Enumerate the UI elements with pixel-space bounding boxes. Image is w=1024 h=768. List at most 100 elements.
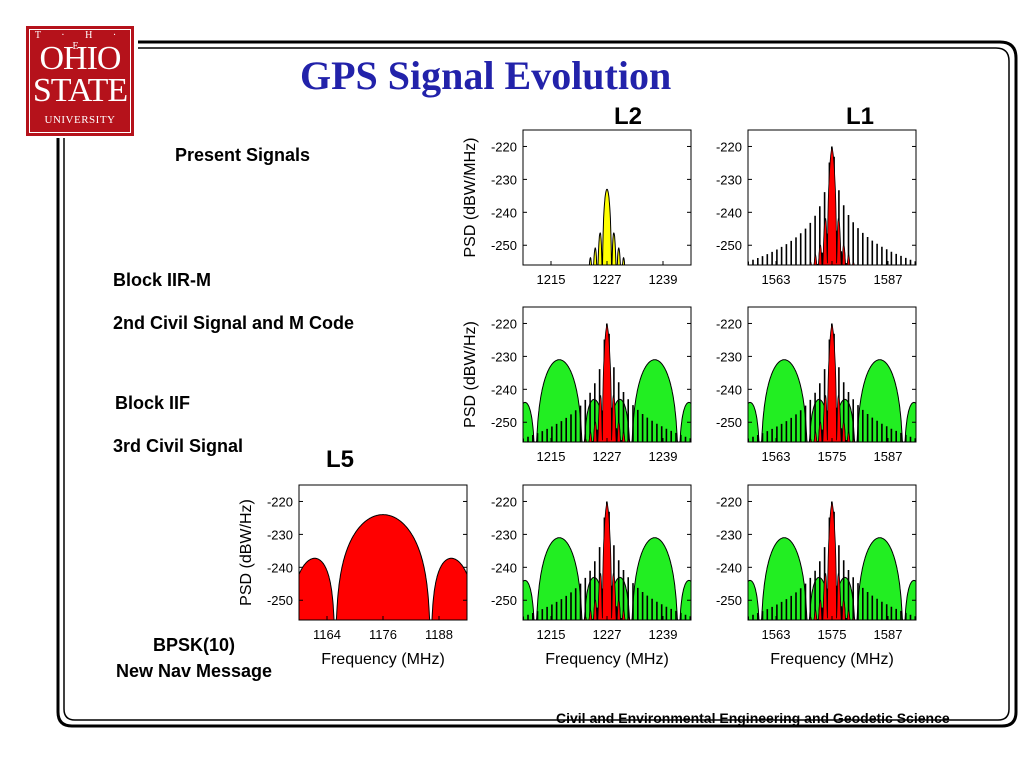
y-tick-label: -230 — [716, 349, 742, 364]
y-tick-label: -230 — [491, 172, 517, 187]
x-tick-label: 1227 — [593, 272, 622, 287]
y-tick-label: -250 — [267, 593, 293, 608]
chart-present-l1: -220 -230 -240 -250 1563 1575 1587 — [716, 129, 917, 287]
y-tick-label: -240 — [491, 382, 517, 397]
x-axis-label: Frequency (MHz) — [545, 651, 669, 668]
plot-area — [299, 514, 467, 620]
plot-area — [523, 501, 691, 620]
x-tick-label: 1188 — [425, 627, 453, 642]
series-peak-red — [748, 501, 916, 620]
x-tick-label: 1164 — [313, 627, 341, 642]
logo-ohio: OHIO — [39, 40, 122, 77]
y-tick-label: -240 — [491, 205, 517, 220]
chart-present-l2: -220 -230 -240 -250 1215 1227 1239 PSD (dBW/MHz… — [462, 129, 692, 287]
logo-border — [29, 29, 131, 133]
y-tick-label: -230 — [267, 527, 293, 542]
y-tick-label: -220 — [491, 494, 517, 509]
x-tick-label: 1215 — [537, 272, 566, 287]
y-axis-label: PSD (dBW/Hz) — [462, 321, 479, 428]
x-tick-label: 1215 — [537, 449, 566, 464]
caption-line-2: New Nav Message — [115, 661, 273, 681]
x-tick-label: 1215 — [537, 627, 566, 642]
y-tick-label: -240 — [267, 560, 293, 575]
logo-the: T · H · E — [34, 30, 126, 52]
series-red-0 — [299, 514, 467, 620]
y-tick-label: -230 — [716, 172, 742, 187]
plot-area — [748, 146, 916, 265]
series-green-0 — [523, 537, 691, 620]
y-tick-label: -220 — [491, 139, 517, 154]
series-peak-red — [523, 323, 691, 442]
y-tick-label: -240 — [716, 560, 742, 575]
chart-iif-l5: -220 -230 -240 -250 1164 1176 1188 PSD (dBW/Hz)… — [238, 484, 468, 668]
slide-title: GPS Signal Evolution — [300, 53, 672, 98]
chart-iirm-l1: -220 -230 -240 -250 1563 1575 1587 — [716, 306, 917, 464]
band-label-l2: L2 — [614, 103, 643, 130]
x-tick-label: 1587 — [874, 449, 903, 464]
chart-iirm-l2: -220 -230 -240 -250 1215 1227 1239 PSD (dBW/Hz) — [462, 306, 692, 464]
y-tick-label: -220 — [716, 494, 742, 509]
row-label-block-iirm: Block IIR-M — [113, 270, 212, 290]
series-peak-red — [748, 323, 916, 442]
x-tick-label: 1575 — [818, 627, 847, 642]
x-tick-label: 1563 — [762, 272, 791, 287]
y-tick-label: -240 — [716, 382, 742, 397]
y-tick-label: -240 — [716, 205, 742, 220]
plot-area — [523, 323, 691, 442]
y-tick-label: -250 — [491, 593, 517, 608]
series-green-0 — [748, 359, 916, 442]
series-green-0 — [748, 537, 916, 620]
row-label-iirm-desc: 2nd Civil Signal and M Code — [113, 313, 355, 333]
x-tick-label: 1575 — [818, 449, 847, 464]
series-yellow-0 — [523, 188, 691, 265]
y-tick-label: -220 — [491, 316, 517, 331]
x-tick-label: 1587 — [874, 627, 903, 642]
caption-line-1: BPSK(10) — [152, 635, 236, 655]
y-tick-label: -220 — [716, 139, 742, 154]
plot-area — [523, 188, 691, 265]
band-label-l5: L5 — [326, 446, 355, 473]
l5-caption: BPSK(10) New Nav Message — [92, 632, 296, 684]
series-green-0 — [523, 359, 691, 442]
chart-iif-l2: -220 -230 -240 -250 1215 1227 1239 Frequency (M… — [491, 484, 692, 668]
logo-state: STATE — [32, 72, 128, 109]
x-tick-label: 1239 — [649, 627, 678, 642]
ohio-state-logo: T · H · E OHIO STATE UNIVERSITY — [26, 26, 134, 136]
series-peak-red — [523, 501, 691, 620]
y-tick-label: -250 — [491, 415, 517, 430]
y-tick-label: -230 — [491, 527, 517, 542]
x-tick-label: 1176 — [369, 627, 397, 642]
x-tick-label: 1239 — [649, 272, 678, 287]
y-tick-label: -250 — [491, 238, 517, 253]
x-tick-label: 1227 — [593, 627, 622, 642]
x-tick-label: 1563 — [762, 449, 791, 464]
plot-area — [748, 323, 916, 442]
x-axis-label: Frequency (MHz) — [770, 651, 894, 668]
plot-area — [748, 501, 916, 620]
y-axis-label: PSD (dBW/Hz) — [238, 499, 255, 606]
chart-iif-l1: -220 -230 -240 -250 1563 1575 1587 Frequency (M… — [716, 484, 917, 668]
row-label-present: Present Signals — [175, 145, 311, 165]
y-tick-label: -220 — [267, 494, 293, 509]
row-label-block-iif: Block IIF — [115, 393, 191, 413]
x-tick-label: 1239 — [649, 449, 678, 464]
y-tick-label: -240 — [491, 560, 517, 575]
x-tick-label: 1575 — [818, 272, 847, 287]
y-tick-label: -230 — [491, 349, 517, 364]
x-tick-label: 1563 — [762, 627, 791, 642]
y-tick-label: -250 — [716, 593, 742, 608]
y-axis-label: PSD (dBW/MHz) — [462, 138, 479, 258]
logo-university: UNIVERSITY — [44, 114, 116, 126]
y-tick-label: -230 — [716, 527, 742, 542]
footer-text: Civil and Environmental Engineering and … — [556, 710, 950, 726]
x-tick-label: 1227 — [593, 449, 622, 464]
y-tick-label: -220 — [716, 316, 742, 331]
band-label-l1: L1 — [846, 103, 875, 130]
y-tick-label: -250 — [716, 415, 742, 430]
x-axis-label: Frequency (MHz) — [321, 651, 445, 668]
series-peak-red — [748, 146, 916, 265]
y-tick-label: -250 — [716, 238, 742, 253]
x-tick-label: 1587 — [874, 272, 903, 287]
